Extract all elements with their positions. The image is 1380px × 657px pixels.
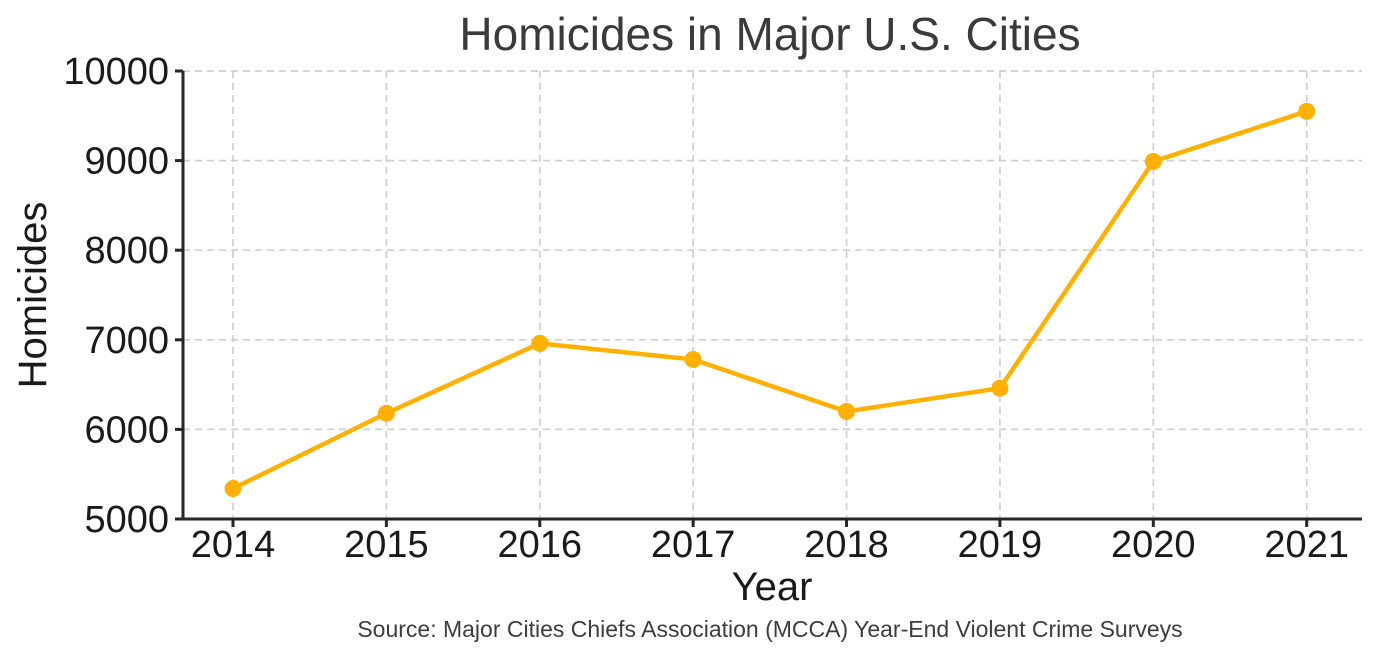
data-point [1144, 152, 1162, 170]
y-tick-label: 7000 [84, 320, 169, 362]
data-point [991, 379, 1009, 397]
x-tick-label: 2014 [191, 524, 276, 566]
data-line [230, 109, 1309, 491]
y-tick-label: 8000 [84, 230, 169, 272]
data-point [684, 351, 702, 369]
x-tick-label: 2018 [804, 524, 889, 566]
data-point [224, 480, 242, 498]
x-axis-label: Year [732, 565, 813, 609]
x-tick-label: 2015 [344, 524, 429, 566]
x-tick-label: 2021 [1264, 524, 1349, 566]
source-note: Source: Major Cities Chiefs Association … [357, 616, 1182, 642]
x-tick-label: 2019 [958, 524, 1043, 566]
x-tick-label: 2017 [651, 524, 736, 566]
y-tick-label: 10000 [63, 51, 169, 93]
y-tick-label: 5000 [84, 499, 169, 541]
x-tick-label: 2016 [497, 524, 582, 566]
data-point [377, 404, 395, 422]
data-point [1298, 102, 1316, 120]
x-tick-label: 2020 [1111, 524, 1196, 566]
chart-title: Homicides in Major U.S. Cities [459, 8, 1080, 60]
data-point [531, 334, 549, 352]
data-point [838, 402, 856, 420]
y-tick-label: 9000 [84, 141, 169, 183]
y-axis-label: Homicides [11, 202, 55, 389]
y-tick-label: 6000 [84, 409, 169, 451]
